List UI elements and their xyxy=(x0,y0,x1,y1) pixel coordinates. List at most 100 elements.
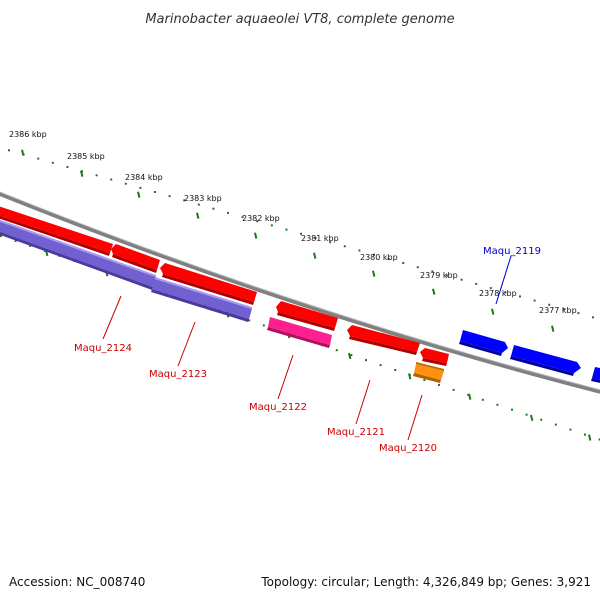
gene-label-leader xyxy=(102,295,122,340)
scale-dot-outer xyxy=(285,228,288,231)
scale-dot-outer xyxy=(95,174,98,177)
scale-dot-inner xyxy=(423,379,426,381)
cds-maqu-2124-forward xyxy=(0,206,113,256)
scale-dot-outer xyxy=(577,312,580,315)
scale-dot-inner xyxy=(379,364,382,367)
scale-dot-outer xyxy=(212,207,215,210)
tick-label: 2384 kbp xyxy=(125,173,163,182)
scale-dot-inner xyxy=(540,418,543,421)
tick-labels: 2386 kbp 2385 kbp 2384 kbp 2383 kbp 2382 kbp… xyxy=(9,130,577,315)
tick-label: 2386 kbp xyxy=(9,130,47,139)
scale-dot-outer xyxy=(241,216,244,219)
scale-dot-inner xyxy=(350,354,353,357)
gene-label: Maqu_2122 xyxy=(249,402,307,413)
scale-major-tick xyxy=(80,170,84,177)
gene-label-leader xyxy=(495,255,512,305)
scale-dot-outer xyxy=(8,149,10,152)
gene-label: Maqu_2120 xyxy=(379,443,437,454)
scale-dot-inner xyxy=(554,423,557,426)
scale-dot-outer xyxy=(475,282,478,285)
scale-dot-outer xyxy=(562,308,565,310)
scale-major-tick xyxy=(253,232,258,239)
scale-dot-inner xyxy=(525,413,528,416)
scale-dot-outer xyxy=(592,316,594,319)
tick-label: 2381 kbp xyxy=(301,234,339,243)
cds-maqu-2124-reverse xyxy=(0,219,156,290)
scale-dot-inner xyxy=(496,403,499,406)
scale-dot-outer xyxy=(358,249,361,252)
topology-text: Topology: circular; Length: 4,326,849 bp… xyxy=(260,575,591,589)
scale-dot-inner xyxy=(248,319,251,322)
tick-label: 2378 kbp xyxy=(479,289,517,298)
tick-label: 2379 kbp xyxy=(420,271,458,280)
cds-maqu-2122 xyxy=(267,317,332,348)
gene-label: Maqu_2123 xyxy=(149,369,207,380)
accession-text: Accession: NC_008740 xyxy=(9,575,145,589)
scale-dot-inner xyxy=(452,388,455,391)
scale-dot-outer xyxy=(504,291,507,294)
genome-backbone xyxy=(0,191,600,394)
gene-labels: Maqu_2124 Maqu_2123 Maqu_2122 Maqu_2121 Maqu… xyxy=(74,246,541,454)
scale-dot-outer xyxy=(446,274,448,277)
scale-major-tick xyxy=(136,191,141,198)
scale-major-tick xyxy=(372,270,376,277)
scale-dot-inner xyxy=(394,369,397,371)
scale-dot-inner xyxy=(598,438,600,441)
tick-label: 2382 kbp xyxy=(242,214,280,223)
cds-forward-6 xyxy=(420,348,449,366)
gene-label-leader xyxy=(355,379,371,425)
scale-dot-inner xyxy=(481,398,484,401)
scale-dot-inner xyxy=(365,359,367,362)
scale-dot-outer xyxy=(533,299,536,302)
cds-blue-3 xyxy=(591,367,600,383)
scale-dot-outer xyxy=(66,166,69,168)
tick-label: 2383 kbp xyxy=(184,194,222,203)
gene-label-leader xyxy=(407,394,423,441)
scale-major-tick-inner xyxy=(468,393,472,400)
scale-major-tick xyxy=(551,325,555,332)
tick-label: 2385 kbp xyxy=(67,152,105,161)
scale-dot-outer xyxy=(183,199,186,202)
scale-dot-outer xyxy=(124,182,127,185)
scale-major-tick-inner xyxy=(530,414,534,422)
cds-maqu-2120 xyxy=(413,362,444,383)
scale-dot-outer xyxy=(387,257,390,260)
scale-dot-inner xyxy=(335,349,338,352)
gene-label-leader xyxy=(277,354,294,400)
scale-dot-outer xyxy=(139,186,142,189)
scale-dot-inner xyxy=(262,324,265,327)
scale-dot-outer xyxy=(329,241,332,244)
scale-dot-outer xyxy=(343,245,346,248)
cds-maqu-2123 xyxy=(151,277,252,322)
scale-dot-outer xyxy=(519,295,521,298)
scale-dot-outer xyxy=(489,287,492,290)
scale-dot-outer xyxy=(270,224,273,227)
scale-dot-outer xyxy=(37,157,40,160)
scale-dot-outer xyxy=(256,220,259,223)
scale-dot-outer xyxy=(460,278,463,281)
scale-dot-outer xyxy=(548,303,551,306)
cds-forward-4 xyxy=(276,301,338,331)
cds-blue-2 xyxy=(510,345,581,376)
scale-dot-outer xyxy=(51,161,54,164)
scale-major-tick xyxy=(313,252,317,259)
scale-dot-outer xyxy=(197,203,200,206)
scale-major-tick-inner xyxy=(408,373,412,380)
cds-forward-5 xyxy=(347,325,420,355)
scale-dot-outer xyxy=(110,178,113,181)
cds-maqu-2119 xyxy=(459,330,508,356)
scale-dot-inner xyxy=(438,383,440,386)
scale-dot-inner xyxy=(0,235,2,237)
scale-major-tick-inner xyxy=(348,352,352,360)
scale-dot-outer xyxy=(227,211,229,214)
cds-forward-3 xyxy=(160,263,257,305)
gene-label: Maqu_2119 xyxy=(483,246,541,257)
scale-dot-outer xyxy=(300,232,302,235)
gene-label-leader xyxy=(177,321,196,367)
gene-label: Maqu_2124 xyxy=(74,343,132,354)
scale-dot-inner xyxy=(569,428,572,431)
tick-label: 2380 kbp xyxy=(360,253,398,262)
scale-major-tick xyxy=(432,288,436,295)
